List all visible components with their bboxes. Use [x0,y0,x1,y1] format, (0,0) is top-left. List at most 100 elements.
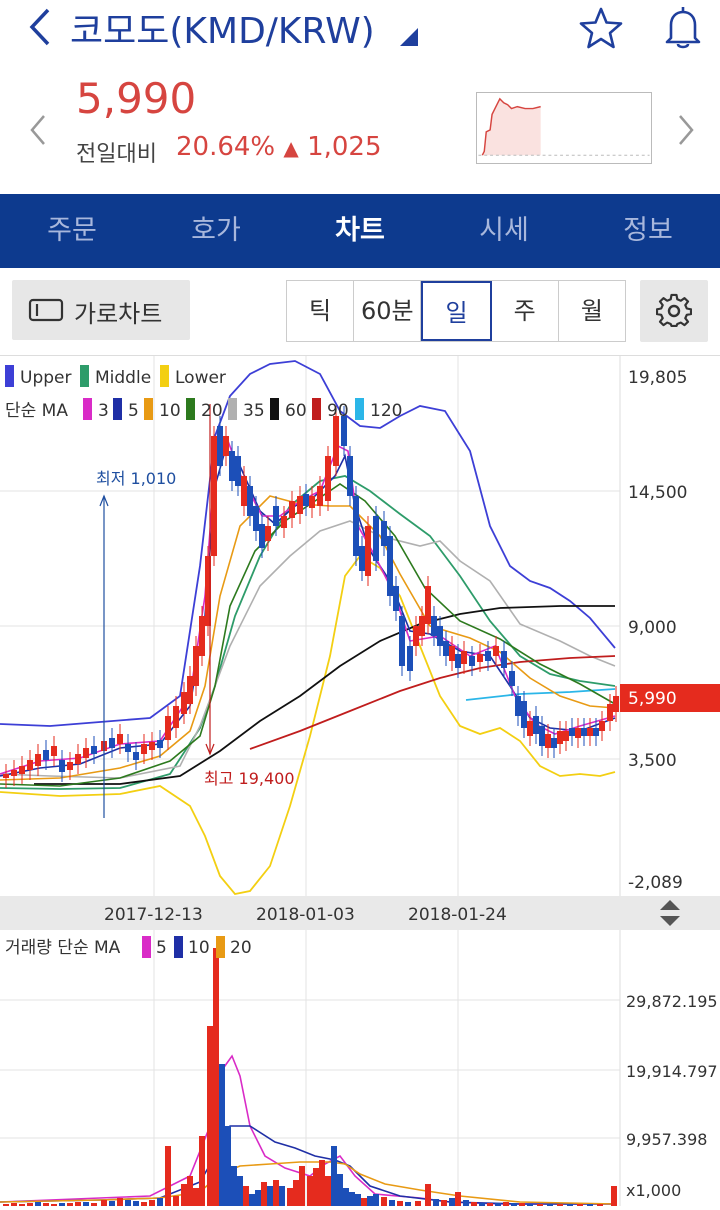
volume-bar [165,1146,171,1206]
tab-orderbook[interactable]: 호가 [191,215,241,246]
volume-bar [237,1176,243,1206]
volume-bar [231,1166,237,1206]
volume-bar [425,1184,431,1206]
volume-bar [19,1204,25,1206]
price-panel: 최저 1,010 최고 19,400 Upper Middle Lower 단순… [0,356,720,896]
period-60min[interactable]: 60분 [354,281,422,341]
legend-lower: Lower [175,368,226,388]
candlesticks [3,406,619,788]
y-tick: 9,000 [628,618,677,638]
y-tick: 3,500 [628,751,677,771]
star-icon[interactable] [578,6,624,50]
legend-ma-title: 단순 MA [5,401,68,421]
legend-ma35: 35 [243,401,265,421]
tab-bar: 주문 호가 차트 시세 정보 [0,194,720,268]
volume-bar [547,1204,553,1206]
volume-bar [331,1146,337,1206]
volume-bar [519,1203,525,1206]
vol-ma20-line [0,1161,616,1205]
vol-y-tick: 9,957.398 [626,1130,707,1149]
volume-bar [243,1186,249,1206]
volume-bar [59,1203,65,1206]
legend-swatch-lower [160,365,169,387]
price-y-axis: 19,805 14,500 9,000 3,500 -2,089 5,990 [620,368,720,893]
page-title[interactable]: 코모도(KMD/KRW) [70,11,375,52]
volume-bar [193,1188,199,1206]
volume-bar [67,1203,73,1206]
legend-upper: Upper [20,368,71,388]
volume-bar [511,1203,517,1206]
volume-bar [273,1180,279,1206]
volume-bar [577,1204,583,1206]
legend-swatch-ma60 [270,398,279,420]
volume-bar [557,1204,563,1206]
volume-bar [109,1201,115,1206]
chevron-right-icon[interactable] [672,110,700,150]
volume-bar [279,1186,285,1206]
period-week[interactable]: 주 [492,281,559,341]
tab-info[interactable]: 정보 [623,215,673,246]
period-tick[interactable]: 틱 [287,281,355,341]
gear-icon [656,293,692,328]
volume-bar [487,1203,493,1206]
vol-y-tick: x1,000 [626,1181,681,1200]
tab-chart[interactable]: 차트 [335,215,385,246]
bell-icon[interactable] [660,4,706,50]
volume-bar [27,1203,33,1206]
legend-swatch-vol5 [142,936,151,958]
volume-bar [611,1186,617,1206]
tab-market[interactable]: 시세 [479,215,529,246]
price-volume-chart[interactable]: 최저 1,010 최고 19,400 Upper Middle Lower 단순… [0,356,720,1206]
prev-day-label: 전일대비 [76,142,157,167]
horizontal-gridlines [0,490,620,760]
period-day[interactable]: 일 [421,281,492,341]
volume-bar [527,1204,533,1206]
settings-button[interactable] [640,280,708,342]
legend-swatch-upper [5,365,14,387]
volume-bar [133,1201,139,1206]
chart-area[interactable]: 최저 1,010 최고 19,400 Upper Middle Lower 단순… [0,356,720,1206]
vol-y-tick: 19,914.797 [626,1062,718,1081]
legend-swatch-ma120 [355,398,364,420]
landscape-chart-label: 가로차트 [74,300,163,328]
legend-middle: Middle [95,368,151,388]
volume-bar [307,1176,313,1206]
legend-ma10: 10 [159,401,181,421]
dropdown-triangle-icon[interactable] [400,28,418,46]
current-price-tag [620,684,720,712]
legend-vol20: 20 [230,938,252,958]
volume-bar [373,1194,379,1206]
volume-bar [125,1200,131,1206]
chevron-left-icon[interactable] [24,110,52,150]
volume-bar [313,1168,319,1206]
back-arrow-icon[interactable] [22,4,62,50]
tab-order[interactable]: 주문 [47,215,97,246]
legend-swatch-middle [80,365,89,387]
volume-bar [187,1176,193,1206]
volume-bar [173,1196,179,1206]
high-annotation-label: 최고 19,400 [204,769,295,788]
legend-swatch-ma5 [113,398,122,420]
chart-toolbar: 가로차트 틱 60분 일 주 월 [0,268,720,356]
period-month[interactable]: 월 [580,297,603,325]
panel-resize-icon[interactable] [660,900,680,926]
vol-y-tick: 29,872.195 [626,992,718,1011]
volume-bar [405,1202,411,1206]
volume-bar [463,1200,469,1206]
volume-bar [537,1204,543,1206]
landscape-chart-button[interactable]: 가로차트 [12,280,190,340]
x-axis-strip: 2017-12-13 2018-01-03 2018-01-24 [0,896,720,930]
volume-bar [433,1199,439,1206]
volume-bar [337,1174,343,1206]
bb-legend: Upper Middle Lower [5,365,226,388]
x-tick: 2017-12-13 [104,905,203,925]
legend-ma20: 20 [201,401,223,421]
landscape-icon [28,298,64,322]
ma35-line [0,520,616,779]
volume-bar [75,1202,81,1206]
volume-bar [101,1200,107,1206]
volume-bar [267,1186,273,1206]
legend-swatch-vol10 [174,936,183,958]
legend-swatch-ma35 [228,398,237,420]
x-tick: 2018-01-03 [256,905,355,925]
